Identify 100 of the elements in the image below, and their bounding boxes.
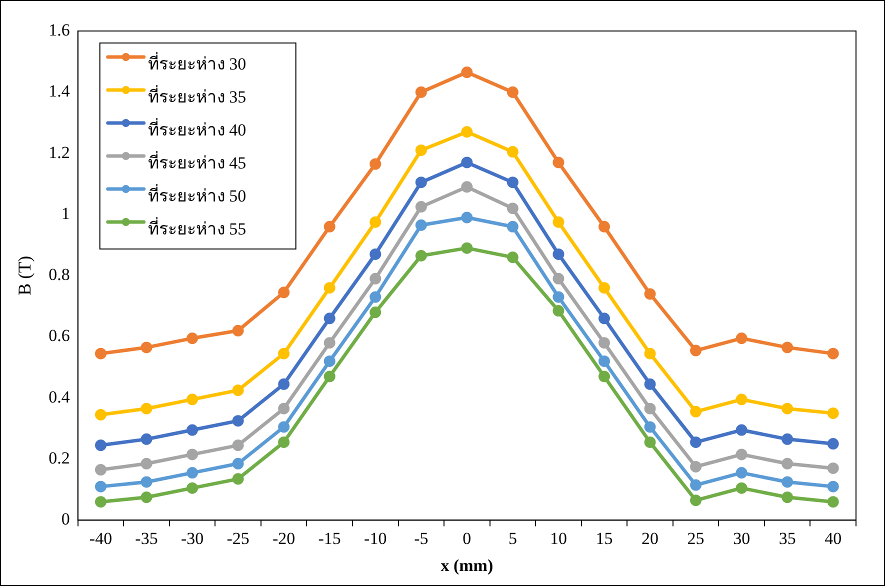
point <box>94 408 106 420</box>
point <box>324 370 336 382</box>
x-tick-label: 20 <box>642 528 659 548</box>
point <box>278 402 290 414</box>
point <box>598 337 610 349</box>
point <box>94 480 106 492</box>
point <box>232 324 244 336</box>
point <box>461 156 473 168</box>
x-axis-title: x (mm) <box>440 556 494 576</box>
point <box>736 448 748 460</box>
point <box>552 305 564 317</box>
point <box>324 355 336 367</box>
point <box>690 436 702 448</box>
x-tick-label: 15 <box>596 528 613 548</box>
point <box>415 176 427 188</box>
point <box>598 282 610 294</box>
x-tick-label: -40 <box>89 528 112 548</box>
point <box>140 342 152 354</box>
point <box>782 433 794 445</box>
point <box>415 219 427 231</box>
point <box>94 348 106 360</box>
point <box>278 421 290 433</box>
point <box>552 216 564 228</box>
point <box>644 288 656 300</box>
point <box>827 496 839 508</box>
point <box>827 407 839 419</box>
y-tick-label: 0.4 <box>48 387 70 406</box>
point <box>278 378 290 390</box>
x-tick-label: 40 <box>824 528 842 548</box>
y-tick-label: 1 <box>61 204 70 223</box>
point <box>690 494 702 506</box>
point <box>324 220 336 232</box>
point <box>736 332 748 344</box>
point <box>370 248 382 260</box>
x-tick-label: -35 <box>135 528 158 548</box>
point <box>782 342 794 354</box>
point <box>415 86 427 98</box>
point <box>140 458 152 470</box>
point <box>736 394 748 406</box>
legend-label: ที่ระยะห่าง 50 <box>148 183 246 206</box>
point <box>506 86 518 98</box>
point <box>461 181 473 193</box>
x-tick-label: -5 <box>414 528 428 548</box>
y-tick-label: 1.6 <box>48 20 70 40</box>
y-tick-label: 0 <box>61 510 70 529</box>
point <box>644 402 656 414</box>
x-tick-label: 30 <box>733 528 750 548</box>
point <box>232 384 244 396</box>
point <box>782 458 794 470</box>
point <box>278 286 290 298</box>
point <box>506 146 518 158</box>
point <box>552 156 564 168</box>
point <box>506 176 518 188</box>
legend-label: ที่ระยะห่าง 35 <box>148 84 246 106</box>
x-tick-label: 25 <box>687 528 704 548</box>
point <box>598 370 610 382</box>
point <box>186 482 198 494</box>
point <box>461 66 473 78</box>
point <box>278 436 290 448</box>
point <box>461 242 473 254</box>
point <box>140 402 152 414</box>
point <box>94 496 106 508</box>
point <box>736 424 748 436</box>
point <box>690 479 702 491</box>
point <box>186 467 198 479</box>
x-tick-label: -25 <box>226 528 250 548</box>
x-tick-label: 35 <box>778 528 796 548</box>
legend-label: ที่ระยะห่าง 45 <box>148 150 246 172</box>
legend-label: ที่ระยะห่าง 30 <box>148 51 246 74</box>
point <box>232 473 244 485</box>
point <box>415 250 427 262</box>
y-tick-label: 0.8 <box>48 265 70 284</box>
point <box>827 348 839 360</box>
x-tick-label: -10 <box>364 528 387 548</box>
point <box>644 436 656 448</box>
point <box>140 476 152 488</box>
point <box>552 291 564 303</box>
point <box>140 433 152 445</box>
point <box>186 424 198 436</box>
point <box>461 126 473 138</box>
point <box>782 476 794 488</box>
point <box>370 216 382 228</box>
point <box>644 378 656 390</box>
point <box>552 248 564 260</box>
point <box>324 282 336 294</box>
x-tick-label: 0 <box>462 528 472 548</box>
y-tick-label: 0.6 <box>48 326 70 346</box>
point <box>782 492 794 504</box>
point <box>415 144 427 156</box>
x-tick-label: -30 <box>180 528 204 548</box>
point <box>186 332 198 344</box>
point <box>506 202 518 214</box>
point <box>232 415 244 427</box>
point <box>370 291 382 303</box>
point <box>690 344 702 356</box>
point <box>644 421 656 433</box>
point <box>827 438 839 450</box>
legend-label: ที่ระยะห่าง 55 <box>148 216 246 238</box>
point <box>690 460 702 472</box>
point <box>370 306 382 318</box>
